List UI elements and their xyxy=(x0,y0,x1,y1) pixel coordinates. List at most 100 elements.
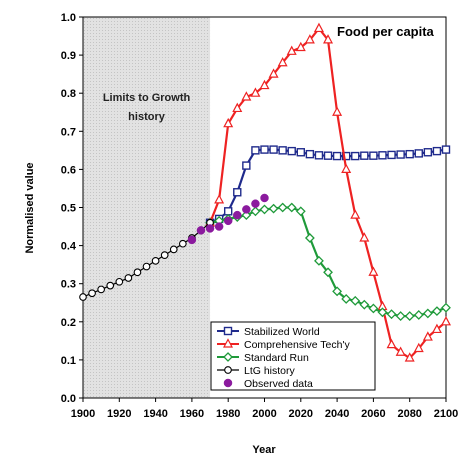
series-comprehensive-tech-y xyxy=(205,22,451,362)
data-point-comprehensive-tech-y xyxy=(441,316,451,326)
y-axis: 0.0 0.1 0.2 0.3 0.4 0.5 0.6 0.7 0.8 0.9 1.0 xyxy=(61,12,83,405)
legend-label: Stabilized World xyxy=(244,326,320,338)
y-tick-label: 0.2 xyxy=(61,317,76,329)
y-tick-label: 0.5 xyxy=(61,203,76,215)
data-point-stabilized-world xyxy=(287,146,296,156)
data-point-standard-run xyxy=(295,206,306,217)
ltg-history-shaded-region xyxy=(83,17,211,398)
data-point-ltg-history xyxy=(151,256,160,265)
data-point-comprehensive-tech-y xyxy=(286,45,297,55)
legend-item: Standard Run xyxy=(217,352,309,364)
data-point-comprehensive-tech-y xyxy=(359,232,370,242)
y-tick-label: 1.0 xyxy=(61,12,76,24)
data-point-comprehensive-tech-y xyxy=(350,209,361,219)
data-point-standard-run xyxy=(404,311,415,322)
data-point-stabilized-world xyxy=(269,145,278,154)
data-point-ltg-history xyxy=(115,277,124,286)
data-point-stabilized-world xyxy=(223,207,233,216)
data-point-stabilized-world xyxy=(351,151,360,161)
data-point-stabilized-world xyxy=(278,146,287,155)
y-tick-label: 0.4 xyxy=(61,241,77,253)
data-point-comprehensive-tech-y xyxy=(431,323,442,334)
data-point-stabilized-world xyxy=(251,146,260,155)
chart-title: Food per capita xyxy=(337,24,435,39)
y-tick-label: 0.7 xyxy=(61,126,76,138)
x-tick-label: 2100 xyxy=(434,408,458,420)
data-point-comprehensive-tech-y xyxy=(422,331,433,341)
data-point-comprehensive-tech-y xyxy=(295,41,306,52)
x-tick-label: 2060 xyxy=(361,408,385,420)
data-point-stabilized-world xyxy=(314,151,324,160)
data-point-standard-run xyxy=(422,308,433,319)
x-tick-label: 2020 xyxy=(289,408,313,420)
data-point-stabilized-world xyxy=(242,161,251,170)
legend-swatch-marker xyxy=(223,352,233,362)
data-point-observed-data xyxy=(187,235,197,245)
legend-item: Observed data xyxy=(223,378,313,390)
data-point-standard-run xyxy=(314,255,324,266)
data-point-observed-data xyxy=(242,205,251,214)
data-point-comprehensive-tech-y xyxy=(223,117,234,128)
data-point-stabilized-world xyxy=(405,149,414,159)
x-tick-label: 1960 xyxy=(180,408,204,420)
legend-item: Stabilized World xyxy=(217,326,320,338)
data-point-observed-data xyxy=(196,226,206,235)
data-point-comprehensive-tech-y xyxy=(241,91,252,101)
data-point-comprehensive-tech-y xyxy=(250,87,261,97)
data-point-standard-run xyxy=(268,203,279,214)
data-point-ltg-history xyxy=(97,285,105,294)
data-point-stabilized-world xyxy=(332,151,342,161)
data-point-standard-run xyxy=(350,295,361,306)
data-point-standard-run xyxy=(432,306,442,317)
x-axis-label: Year xyxy=(252,444,276,456)
data-point-stabilized-world xyxy=(378,151,387,160)
data-point-comprehensive-tech-y xyxy=(413,342,424,353)
data-point-ltg-history xyxy=(178,239,187,248)
x-tick-label: 1900 xyxy=(71,408,95,420)
legend-swatch-marker xyxy=(223,326,233,336)
y-tick-label: 0.9 xyxy=(61,50,76,62)
data-point-stabilized-world xyxy=(296,148,305,157)
x-tick-label: 1920 xyxy=(107,408,131,420)
data-point-comprehensive-tech-y xyxy=(232,102,243,113)
data-point-standard-run xyxy=(277,202,288,213)
data-point-ltg-history xyxy=(169,245,178,254)
series-observed-data xyxy=(187,193,269,245)
legend-item: LtG history xyxy=(217,365,296,377)
data-point-comprehensive-tech-y xyxy=(395,346,406,356)
legend-swatch-marker xyxy=(223,338,233,348)
data-point-comprehensive-tech-y xyxy=(368,266,379,276)
data-point-standard-run xyxy=(250,206,261,217)
y-tick-label: 0.0 xyxy=(61,393,76,405)
data-point-standard-run xyxy=(286,202,297,213)
data-point-comprehensive-tech-y xyxy=(313,22,324,33)
data-point-stabilized-world xyxy=(305,149,315,159)
x-tick-label: 2080 xyxy=(397,408,421,420)
series-layer xyxy=(79,22,451,362)
data-point-comprehensive-tech-y xyxy=(304,34,315,44)
data-point-stabilized-world xyxy=(323,151,333,160)
data-point-standard-run xyxy=(386,309,397,320)
data-point-comprehensive-tech-y xyxy=(386,338,397,349)
series-line-comprehensive-tech-y xyxy=(209,27,447,360)
data-point-comprehensive-tech-y xyxy=(341,163,352,173)
data-point-ltg-history xyxy=(142,262,151,271)
legend-label: Comprehensive Tech'y xyxy=(244,339,350,351)
x-axis: 1900 1920 1940 1960 1980 2000 2020 2040 2060 2080… xyxy=(71,398,458,420)
region-label-line-2: history xyxy=(128,111,166,123)
data-point-stabilized-world xyxy=(360,151,369,160)
x-tick-label: 2040 xyxy=(325,408,349,420)
data-point-standard-run xyxy=(259,204,270,215)
data-point-observed-data xyxy=(223,216,233,226)
data-point-ltg-history xyxy=(160,251,169,259)
data-point-observed-data xyxy=(233,210,242,220)
data-point-observed-data xyxy=(214,222,224,231)
y-tick-label: 0.3 xyxy=(61,279,76,291)
data-point-ltg-history xyxy=(106,281,115,290)
y-tick-label: 0.8 xyxy=(61,88,76,100)
data-point-standard-run xyxy=(359,299,370,310)
y-tick-label: 0.6 xyxy=(61,164,76,176)
data-point-standard-run xyxy=(368,303,379,314)
legend-label: LtG history xyxy=(244,365,296,377)
legend-item: Comprehensive Tech'y xyxy=(217,338,350,351)
